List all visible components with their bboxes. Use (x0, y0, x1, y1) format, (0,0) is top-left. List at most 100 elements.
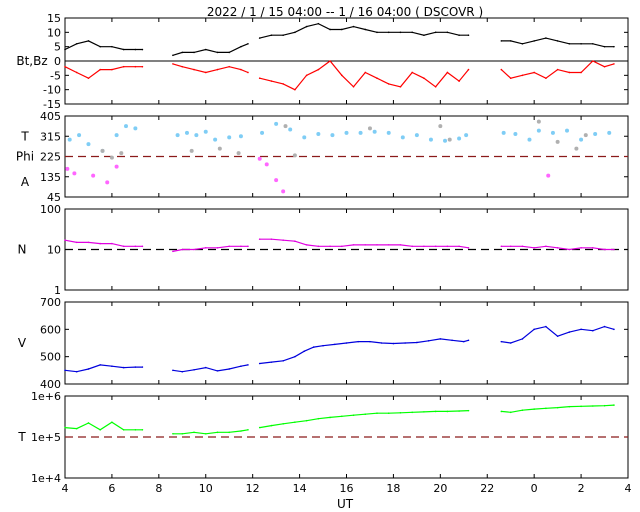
data-point-density (613, 248, 615, 251)
data-point-speed (172, 369, 174, 372)
y-tick-label: 500 (40, 351, 61, 364)
y-tick-label: 1e+4 (31, 472, 61, 485)
data-point-density (568, 248, 571, 251)
data-point-density (411, 245, 413, 248)
data-point-bt (399, 31, 402, 34)
data-point-density (294, 240, 296, 243)
data-point-speed (134, 366, 137, 368)
data-point-temperature (341, 415, 343, 418)
data-point-bz (364, 71, 367, 74)
data-point-temperature (467, 409, 470, 412)
data-point-phi_gray (438, 124, 443, 129)
data-point-speed (75, 370, 78, 373)
data-point-theta (203, 129, 208, 134)
data-point-bz (172, 63, 174, 65)
data-point-bz (458, 80, 460, 82)
data-point-bt (556, 40, 559, 42)
data-point-bz (352, 86, 355, 88)
y-tick-label: 10 (47, 26, 61, 39)
data-point-density (352, 244, 355, 246)
data-point-speed (99, 364, 101, 366)
y-axis-label: Phi (16, 150, 34, 164)
data-point-phi_gray (119, 151, 124, 156)
data-point-temperature (305, 419, 308, 422)
panel-temperature: 1e+61e+51e+44 6 8 10 12 14 16 18 20 22 0 2 4T (17, 390, 631, 495)
y-tick-label: 5 (54, 41, 61, 54)
data-point-bz (111, 68, 113, 71)
data-point-density (533, 247, 535, 249)
data-point-temperature (556, 406, 559, 409)
data-point-density (282, 239, 284, 241)
data-point-speed (204, 366, 207, 369)
data-point-temperature (99, 428, 101, 431)
data-point-phi_magenta (72, 171, 77, 176)
data-point-temperature (533, 408, 535, 410)
data-point-temperature (87, 422, 90, 424)
data-point-speed (613, 328, 615, 331)
data-point-temperature (376, 412, 378, 415)
y-tick-label: 225 (40, 151, 61, 164)
data-point-temperature (545, 407, 547, 410)
data-point-bt (434, 31, 437, 34)
data-point-bt (87, 40, 90, 42)
data-point-phi_gray (536, 119, 541, 124)
data-point-theta (175, 133, 180, 138)
data-point-phi_magenta (281, 189, 286, 194)
data-point-bt (387, 31, 390, 34)
data-point-temperature (580, 405, 582, 408)
data-point-temperature (509, 411, 512, 414)
data-point-theta (457, 136, 462, 141)
data-point-bt (509, 40, 512, 42)
panels: 151050-5-10-15Bt,Bz40531522513545TPhiA10… (16, 12, 632, 495)
data-point-bt (467, 34, 470, 36)
data-point-phi_gray (109, 155, 114, 160)
data-point-speed (333, 343, 336, 346)
data-point-temperature (228, 431, 231, 434)
data-point-speed (509, 342, 512, 344)
x-tick-label: 18 (386, 482, 400, 495)
data-point-theta (302, 135, 307, 140)
data-point-phi_gray (283, 124, 288, 129)
data-point-speed (568, 331, 571, 333)
data-point-phi_gray (555, 139, 560, 144)
data-point-bz (75, 71, 78, 74)
data-point-theta (86, 142, 91, 147)
data-point-bt (411, 31, 413, 34)
data-point-speed (416, 341, 418, 344)
y-tick-label: 1 (54, 284, 61, 297)
data-point-theta (344, 130, 349, 135)
data-point-bt (228, 51, 231, 54)
data-point-temperature (434, 410, 437, 413)
data-point-theta (501, 130, 506, 135)
data-point-temperature (258, 426, 261, 429)
data-point-temperature (352, 414, 355, 417)
data-point-theta (227, 135, 232, 140)
data-point-density (509, 245, 512, 248)
data-point-density (270, 238, 273, 240)
data-point-temperature (500, 410, 503, 413)
data-point-bz (376, 77, 378, 79)
y-tick-label: -10 (43, 84, 61, 97)
data-point-density (467, 247, 470, 249)
data-point-bt (204, 48, 207, 51)
y-axis-label: V (18, 336, 27, 350)
data-point-phi_gray (367, 126, 372, 131)
data-point-bz (122, 65, 125, 68)
data-point-speed (467, 339, 470, 342)
data-point-density (376, 244, 378, 246)
data-point-density (387, 244, 390, 246)
x-tick-label: 6 (108, 482, 115, 495)
data-point-bz (500, 68, 503, 71)
data-point-bt (317, 22, 320, 25)
data-point-bt (613, 45, 615, 48)
data-point-density (434, 245, 437, 248)
data-point-theta (133, 126, 138, 131)
data-point-theta (565, 128, 570, 133)
y-tick-label: 315 (40, 130, 61, 143)
data-point-theta (400, 135, 405, 140)
data-point-phi_magenta (264, 162, 269, 167)
y-tick-label: 600 (40, 323, 61, 336)
y-tick-label: 0 (54, 55, 61, 68)
data-point-temperature (603, 404, 606, 407)
y-tick-label: 15 (47, 12, 61, 25)
